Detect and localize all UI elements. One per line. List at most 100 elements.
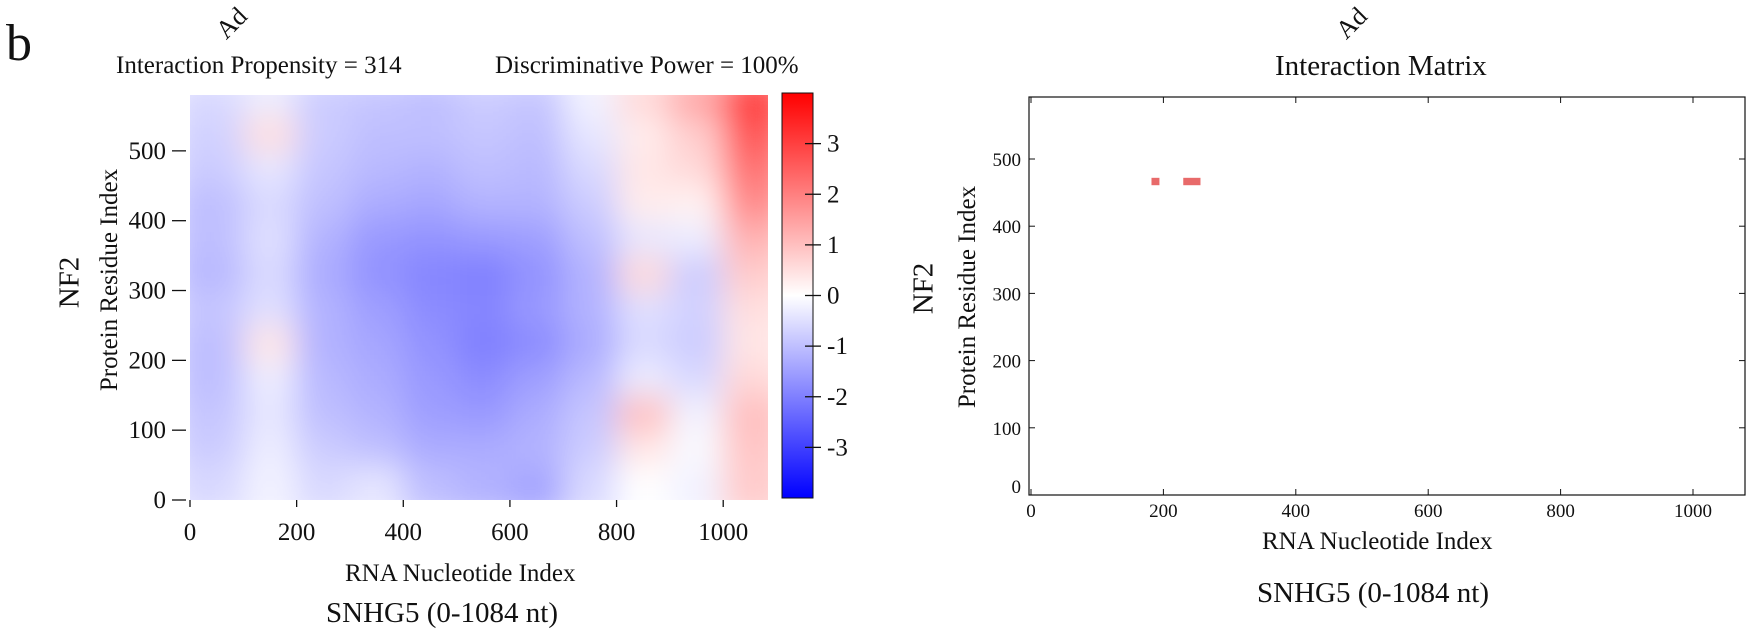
heatmap-cell [190,150,245,187]
heatmap-cell [243,325,298,362]
heatmap-cell [563,465,618,500]
heatmap-cell [296,115,351,152]
heatmap-cell [616,150,671,187]
matrix-interaction-mark [1183,177,1201,186]
heatmap-cell [563,150,618,187]
heatmap-cell [190,220,245,257]
heatmap-cell [456,465,511,500]
heatmap-cell [723,360,768,397]
heatmap-cell [243,255,298,292]
colorbar-tick-label: -1 [827,333,848,360]
heatmap-cell [509,95,565,117]
matrix-ylabel: Protein Residue Index [954,185,981,409]
heatmap-x-tick-label: 0 [184,519,197,546]
heatmap-cell [349,95,405,117]
heatmap-cell [243,95,298,117]
heatmap-cell [296,95,351,117]
heatmap-cell [563,290,618,327]
heatmap-cell [349,150,405,187]
colorbar-tick-label: -3 [827,434,848,461]
heatmap-cell [509,220,565,257]
panel-letter: b [6,15,32,72]
heatmap-cell [456,255,511,292]
heatmap-x-tick-label: 1000 [698,519,748,546]
heatmap-cell [296,430,351,467]
heatmap-y-tick-label: 0 [154,487,167,514]
heatmap-cell [403,325,458,362]
heatmap-cell [243,185,298,222]
heatmap-cell [296,185,351,222]
heatmap-cell [456,95,511,117]
heatmap-cell [509,465,565,500]
matrix-x-tick-label: 1000 [1674,501,1712,522]
heatmap-cell [616,325,671,362]
heatmap-cell [349,115,405,152]
heatmap-cell [190,255,245,292]
heatmap-cell [563,255,618,292]
matrix-xlabel: RNA Nucleotide Index [1262,528,1493,555]
heatmap-cell [456,185,511,222]
heatmap-cell [723,95,768,117]
heatmap-cell [563,95,618,117]
heatmap-cell [296,255,351,292]
heatmap-cell [456,395,511,432]
heatmap-cell [243,290,298,327]
heatmap-cell [616,220,671,257]
heatmap-cell [669,185,725,222]
heatmap-cell [509,290,565,327]
heatmap-cell [509,325,565,362]
matrix-x-tick-label: 200 [1149,501,1178,522]
heatmap-cell [403,220,458,257]
heatmap-cell [723,115,768,152]
heatmap-cell [616,395,671,432]
heatmap-cell [403,150,458,187]
heatmap-chart: 0 200 400 600 800 1000 0 100 200 300 400 500 3 2 1 0 -1… [129,92,848,546]
heatmap-x-tick-label: 600 [491,519,529,546]
colorbar-tick-label: 1 [827,232,840,259]
colorbar-tick-label: 2 [827,181,840,208]
heatmap-cell [403,430,458,467]
matrix-x-tick-label: 600 [1414,501,1443,522]
heatmap-cell [349,360,405,397]
heatmap-cell [563,185,618,222]
heatmap-cell [456,115,511,152]
heatmap-cell [723,325,768,362]
heatmap-cell [723,465,768,500]
matrix-plot-area [1028,96,1746,496]
heatmap-cell [563,115,618,152]
heatmap-cell [723,185,768,222]
heatmap-cell [403,290,458,327]
heatmap-cell [563,220,618,257]
colorbar-tick-label: 0 [827,283,840,310]
matrix-y-tick-label: 100 [993,419,1022,440]
heatmap-cell [403,95,458,117]
heatmap-xlabel: RNA Nucleotide Index [345,560,576,587]
heatmap-cell [296,220,351,257]
matrix-subtitle: SNHG5 (0-1084 nt) [1257,577,1489,609]
heatmap-cell [243,395,298,432]
heatmap-cell [669,255,725,292]
heatmap-cell [190,465,245,500]
heatmap-cell [190,325,245,362]
heatmap-cell [190,115,245,152]
heatmap-cell [296,325,351,362]
heatmap-cell [669,150,725,187]
heatmap-cell [349,395,405,432]
heatmap-cell [403,185,458,222]
heatmap-cell [349,430,405,467]
heatmap-cell [349,220,405,257]
heatmap-cell [563,360,618,397]
heatmap-cell [403,395,458,432]
heatmap-cell [616,255,671,292]
heatmap-x-tick-label: 800 [598,519,636,546]
matrix-x-tick-label: 0 [1026,501,1036,522]
heatmap-cell [723,255,768,292]
heatmap-cell [296,395,351,432]
colorbar-tick-label: 3 [827,131,840,158]
heatmap-cell [616,290,671,327]
heatmap-y-tick-label: 500 [129,138,167,165]
heatmap-cell [296,465,351,500]
heatmap-cell [669,220,725,257]
heatmap-cell [456,220,511,257]
heatmap-cell [509,185,565,222]
